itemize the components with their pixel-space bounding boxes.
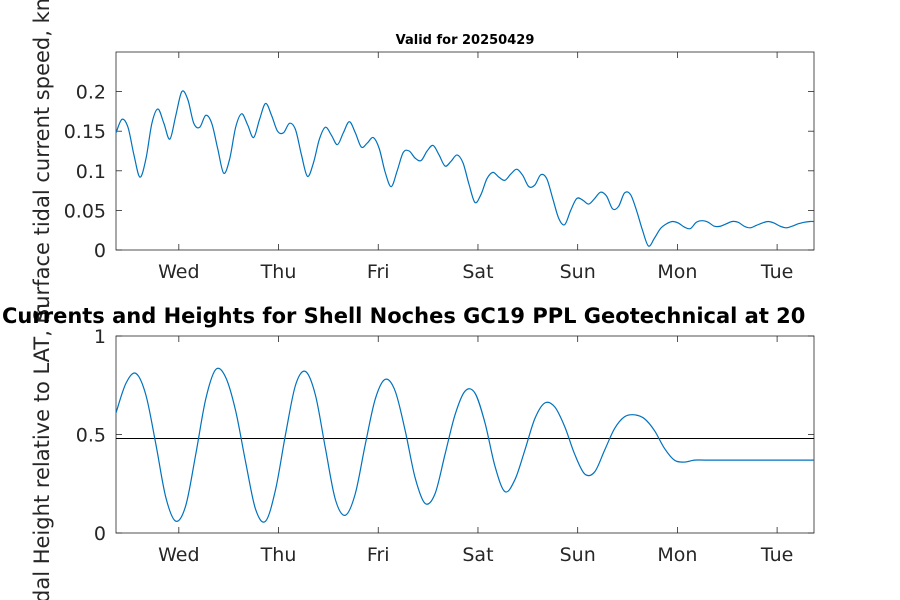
current-speed-y-tick-label: 0.05 [64,200,106,222]
current-speed-x-tick-label: Thu [260,261,297,283]
current-speed-y-ticks: 0 0.05 0.1 0.15 0.2 [64,82,814,262]
tidal-height-x-ticks: Wed Thu Fri Sat Sun Mon Tue [158,336,793,566]
tidal-height-x-tick-label: Sun [560,544,596,566]
current-speed-series-line [115,90,815,247]
current-speed-chart-title: Valid for 20250429 [396,33,535,48]
current-speed-x-tick-label: Sun [560,261,596,283]
current-speed-y-tick-label: 0.1 [76,161,106,183]
figure-main-title: Currents and Heights for Shell Noches GC… [2,304,805,328]
tidal-height-x-tick-label: Wed [158,544,199,566]
tidal-height-x-tick-label: Tue [760,544,793,566]
current-speed-y-tick-label: 0.2 [76,82,106,104]
current-speed-y-tick-label: 0.15 [64,121,106,143]
current-speed-plot-area [115,51,815,251]
tidal-height-plot-area [115,335,815,534]
current-speed-y-tick-label: 0 [94,240,106,262]
current-speed-x-ticks: Wed Thu Fri Sat Sun Mon Tue [158,52,793,283]
current-speed-x-tick-label: Wed [158,261,199,283]
tidal-height-y-axis-label: Tidal Height relative to LAT, m [30,303,54,600]
current-speed-x-tick-label: Tue [760,261,793,283]
tidal-height-y-tick-label: 1 [94,326,106,348]
tidal-height-y-ticks: 00.51 [76,326,814,545]
current-speed-x-tick-label: Fri [367,261,390,283]
tidal-height-chart: 00.51 Wed Thu Fri Sat Sun Mon Tue Tidal Height… [30,303,815,600]
current-speed-y-axis-label: Surface tidal current speed, kn [30,0,54,322]
tidal-height-x-tick-label: Sat [462,544,493,566]
current-speed-x-tick-label: Sat [462,261,493,283]
tidal-height-y-tick-label: 0 [94,523,106,545]
tidal-height-x-tick-label: Mon [657,544,697,566]
tidal-height-x-tick-label: Thu [260,544,297,566]
tidal-height-series-line [115,367,814,523]
tidal-height-x-tick-label: Fri [367,544,390,566]
current-speed-chart: 0 0.05 0.1 0.15 0.2 Wed Thu Fri Sat Sun Mon Tue Va… [30,0,815,322]
current-speed-x-tick-label: Mon [657,261,697,283]
tidal-height-y-tick-label: 0.5 [76,425,106,447]
